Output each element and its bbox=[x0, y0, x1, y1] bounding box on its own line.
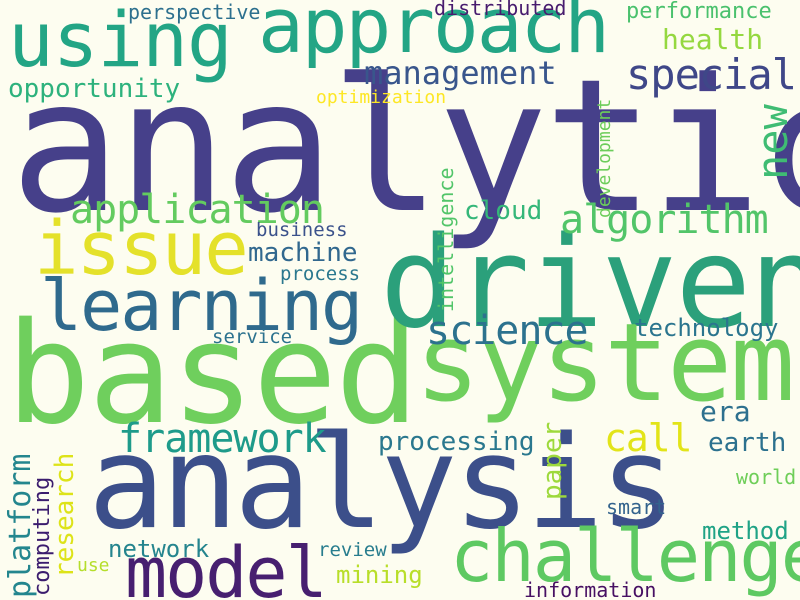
word-paper: paper bbox=[538, 421, 568, 500]
word-system: system bbox=[415, 301, 795, 426]
word-mining: mining bbox=[336, 561, 423, 589]
word-science: science bbox=[426, 308, 589, 354]
word-special: special bbox=[626, 50, 797, 99]
word-information: information bbox=[524, 578, 657, 600]
word-computing: computing bbox=[30, 476, 55, 596]
word-challenge: challenge bbox=[450, 514, 800, 598]
word-performance: performance bbox=[626, 0, 772, 24]
word-perspective: perspective bbox=[128, 0, 261, 24]
word-technology: technology bbox=[634, 314, 779, 342]
word-opportunity: opportunity bbox=[8, 74, 181, 104]
word-based: based bbox=[6, 293, 419, 456]
word-call: call bbox=[604, 416, 693, 460]
word-world: world bbox=[736, 465, 797, 489]
word-issue: issue bbox=[34, 206, 249, 292]
word-processing: processing bbox=[378, 427, 535, 457]
word-health: health bbox=[662, 23, 764, 56]
word-research: research bbox=[50, 452, 80, 578]
word-machine: machine bbox=[248, 238, 358, 268]
word-service: service bbox=[212, 326, 293, 348]
word-era: era bbox=[700, 395, 751, 428]
word-model: model bbox=[125, 532, 328, 600]
word-driven: driven bbox=[380, 209, 800, 356]
word-management: management bbox=[364, 54, 557, 92]
word-new: new bbox=[748, 104, 797, 180]
word-intelligence: intelligence bbox=[434, 167, 458, 313]
word-distributed: distributed bbox=[434, 0, 567, 20]
word-development: development bbox=[594, 98, 615, 218]
word-learning: learning bbox=[40, 265, 363, 347]
word-business: business bbox=[256, 219, 348, 241]
word-network: network bbox=[108, 535, 210, 563]
word-process: process bbox=[280, 263, 361, 285]
word-using: using bbox=[8, 0, 233, 84]
word-analytics: analytics bbox=[10, 40, 800, 254]
word-method: method bbox=[702, 517, 789, 545]
word-algorithm: algorithm bbox=[560, 197, 769, 243]
word-cloud: cloud bbox=[464, 196, 543, 226]
word-smart: smart bbox=[606, 495, 667, 519]
word-framework: framework bbox=[118, 416, 327, 462]
word-approach: approach bbox=[258, 0, 610, 70]
word-earth: earth bbox=[708, 428, 787, 458]
word-optimization: optimization bbox=[316, 87, 447, 108]
word-review: review bbox=[318, 539, 387, 561]
word-application: application bbox=[70, 187, 325, 233]
word-use: use bbox=[77, 555, 110, 576]
word-analysis: analysis bbox=[88, 409, 676, 558]
